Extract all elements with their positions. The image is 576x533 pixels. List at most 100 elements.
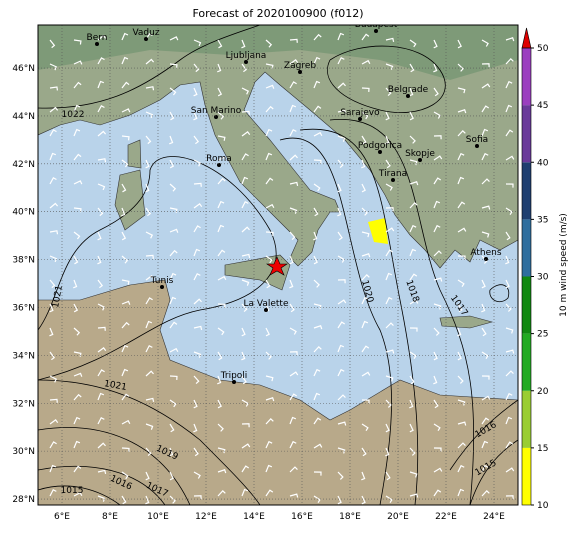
wind-barb (289, 466, 298, 473)
wind-barb (241, 176, 249, 185)
wind-barb (217, 327, 225, 336)
wind-barb (505, 467, 515, 473)
colorbar-tick-label: 20 (537, 387, 549, 397)
wind-barb (433, 39, 438, 49)
wind-barb (361, 253, 371, 258)
x-tick-label: 16°E (291, 512, 313, 522)
wind-barb (337, 447, 346, 454)
wind-barb (145, 471, 150, 481)
axes: 6°E 8°E 10°E 12°E 14°E 16°E 18°E 20°E 22°E 24°E 28… (12, 64, 505, 522)
wind-barb (73, 207, 82, 213)
wind-barb (481, 440, 489, 449)
wind-barb (433, 200, 441, 209)
wind-barb (457, 109, 467, 114)
wind-barb (121, 32, 129, 41)
wind-barb (49, 419, 59, 425)
wind-barb (49, 464, 57, 473)
wind-barb (313, 471, 322, 476)
wind-barb (457, 464, 465, 473)
wind-barb (289, 104, 297, 113)
wind-barb (121, 393, 130, 401)
x-tick-label: 12°E (195, 512, 217, 522)
wind-barb (169, 447, 174, 457)
wind-barb (169, 272, 177, 281)
wind-barb (145, 297, 153, 305)
contour-label: 1021 (51, 285, 65, 309)
wind-barb (289, 128, 297, 137)
wind-barb (505, 58, 514, 65)
wind-barb (289, 440, 297, 449)
wind-barb (385, 495, 393, 504)
wind-barb (145, 495, 150, 505)
wind-barb (169, 36, 179, 41)
wind-barb (433, 135, 442, 140)
wind-barb (361, 296, 369, 305)
x-tick-label: 6°E (54, 512, 70, 522)
city-label: La Valette (244, 299, 289, 309)
wind-barb (313, 183, 321, 192)
wind-barb (361, 274, 370, 281)
wind-barb (361, 371, 371, 377)
wind-barb (361, 183, 366, 193)
wind-barb (433, 423, 441, 432)
colorbar-label: 10 m wind speed (m/s) (559, 213, 569, 317)
wind-barb (481, 83, 491, 89)
wind-barb (505, 231, 511, 241)
wind-barb (361, 447, 367, 457)
wind-barb (361, 111, 369, 120)
wind-barb (97, 347, 107, 353)
wind-barb (481, 152, 489, 161)
wind-barb (241, 423, 250, 428)
wind-barb (409, 299, 419, 305)
wind-barb (337, 421, 347, 426)
city-dot (298, 70, 302, 74)
wind-barb (145, 447, 152, 456)
wind-barb (169, 471, 174, 481)
wind-barb (409, 39, 417, 48)
wind-barb (361, 231, 370, 238)
wind-barb (241, 131, 251, 137)
city-label: Vaduz (132, 28, 159, 38)
wind-barb (193, 39, 202, 47)
wind-barb (193, 135, 200, 145)
wind-barb (217, 39, 223, 49)
colorbar-band (522, 276, 531, 334)
wind-barb (361, 471, 366, 481)
wind-barb (217, 469, 227, 474)
wind-barb (361, 345, 370, 353)
wind-barb (121, 56, 129, 65)
wind-barb (145, 58, 155, 65)
wind-barb (73, 327, 81, 336)
wind-barb (49, 177, 57, 185)
wind-barb (457, 227, 467, 233)
wind-barb (49, 152, 57, 161)
wind-barb (145, 159, 150, 169)
wind-barb (313, 392, 321, 401)
wind-barb (481, 351, 489, 360)
wind-barb (193, 182, 202, 187)
wind-barb (49, 106, 59, 113)
wind-barb (145, 397, 155, 403)
wind-barb (385, 447, 390, 457)
wind-barb (217, 275, 227, 281)
wind-barb (433, 375, 438, 385)
y-tick-label: 44°N (12, 112, 35, 122)
wind-barb (481, 178, 490, 185)
wind-barb (409, 423, 414, 433)
city-label: Ljubljana (226, 51, 267, 61)
wind-barb (217, 111, 225, 120)
wind-barb (241, 63, 248, 73)
colorbar: 10 15 20 25 30 35 40 45 50 (521, 27, 549, 511)
colorbar-extend (521, 27, 532, 49)
wind-barb (409, 471, 418, 478)
wind-barb (97, 183, 106, 191)
wind-barb (169, 63, 178, 69)
x-tick-label: 22°E (435, 512, 457, 522)
wind-barb (121, 300, 131, 305)
wind-barb (241, 488, 249, 497)
wind-barb (457, 279, 465, 288)
wind-barb (313, 231, 318, 241)
wind-barb (169, 111, 175, 121)
wind-barb (217, 490, 226, 497)
wind-barb (121, 471, 129, 480)
